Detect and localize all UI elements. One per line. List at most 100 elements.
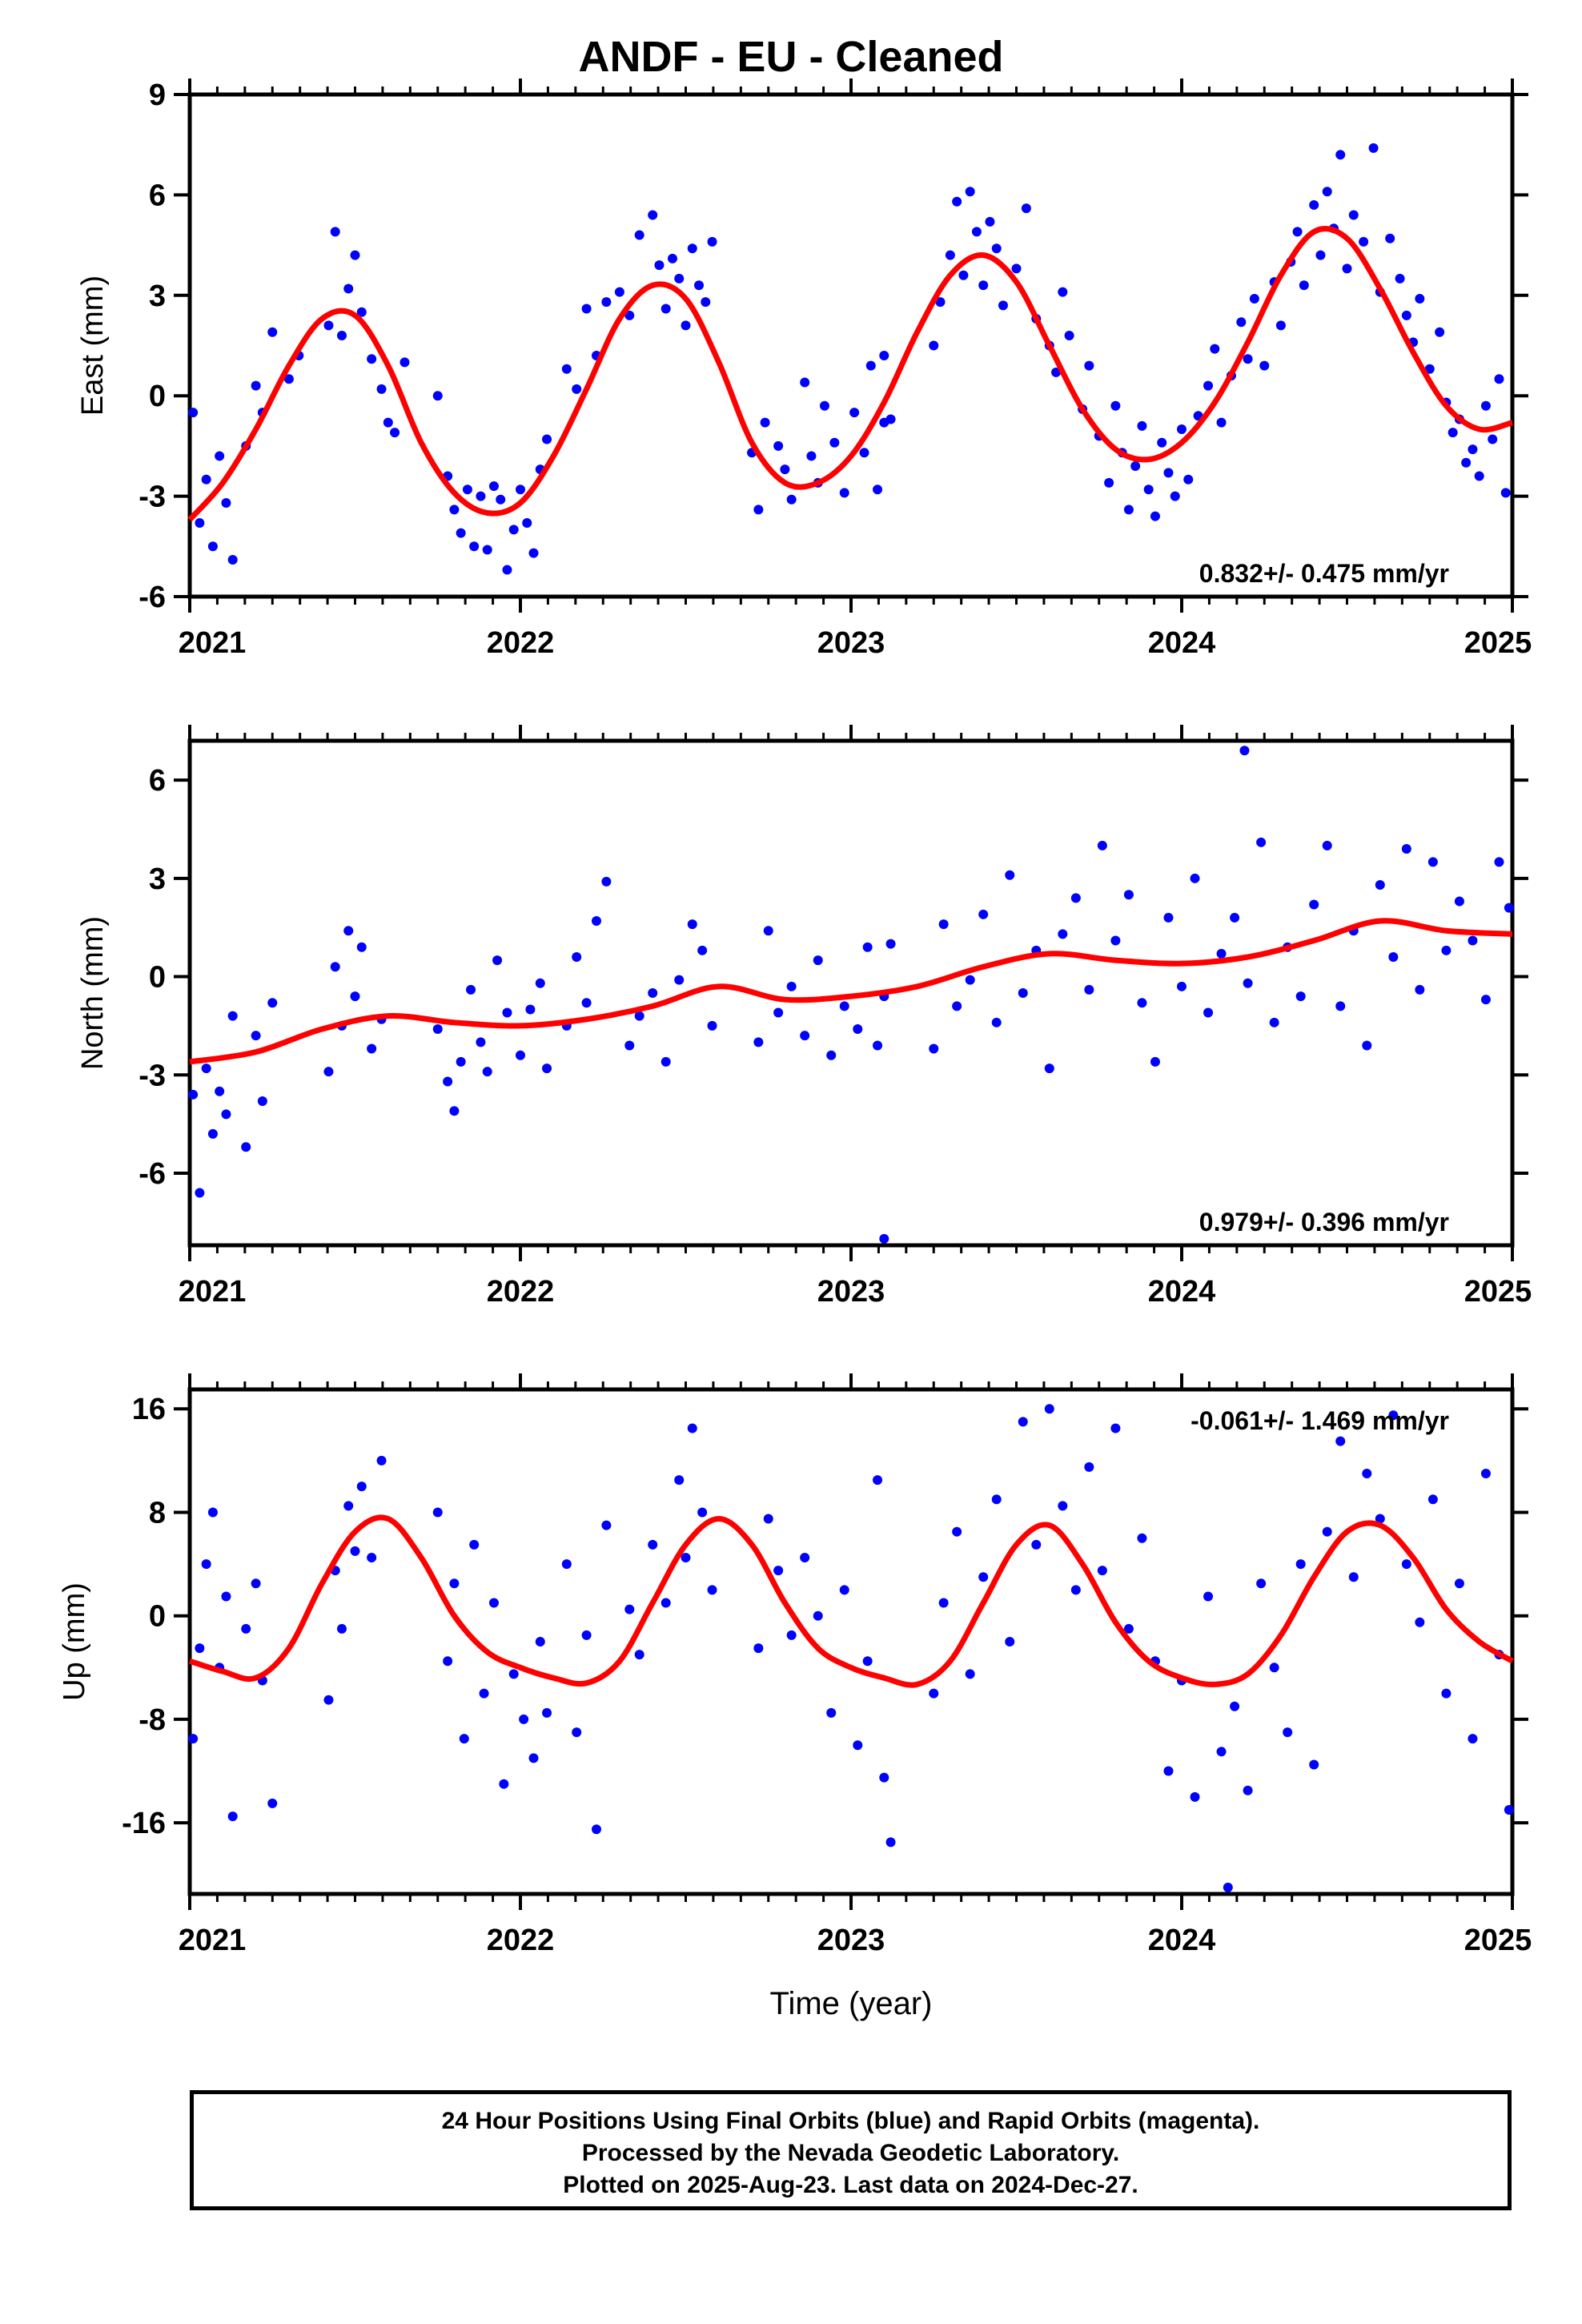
data-point — [499, 1779, 509, 1789]
data-point — [634, 1011, 644, 1021]
data-point — [753, 1643, 764, 1654]
data-point — [1110, 400, 1121, 411]
data-point — [1110, 1423, 1121, 1433]
data-point — [251, 1031, 261, 1041]
x-tick-label: 2025 — [1464, 1924, 1532, 1957]
data-point — [978, 1572, 989, 1582]
data-point — [1018, 1417, 1028, 1427]
y-tick-label: 0 — [149, 380, 166, 413]
y-tick-label: -3 — [139, 1059, 166, 1092]
data-point — [1064, 330, 1074, 340]
data-point — [862, 942, 873, 952]
data-point — [1203, 1591, 1214, 1602]
footer-line-1: 24 Hour Positions Using Final Orbits (bl… — [441, 2108, 1260, 2134]
data-point — [753, 505, 764, 515]
data-point — [1084, 984, 1094, 995]
data-point — [1494, 857, 1504, 867]
data-point — [343, 926, 354, 936]
data-point — [1427, 1494, 1438, 1505]
data-point — [971, 227, 982, 237]
model-curve — [187, 226, 1513, 522]
y-tick-label: -3 — [139, 480, 166, 514]
data-point — [350, 1546, 360, 1556]
data-point — [697, 945, 708, 955]
data-point — [195, 518, 205, 529]
plot-frame — [187, 1387, 1515, 1896]
data-point — [885, 1837, 896, 1848]
data-point — [1309, 1759, 1319, 1770]
data-point — [469, 541, 480, 552]
x-tick-label: 2025 — [1464, 626, 1532, 660]
data-point — [432, 391, 443, 401]
data-point — [952, 1001, 962, 1011]
data-point — [1335, 1436, 1346, 1446]
data-point — [1058, 929, 1068, 939]
y-tick-label: -6 — [139, 1157, 166, 1191]
data-point — [1123, 890, 1134, 900]
data-point — [482, 545, 492, 555]
data-point — [508, 525, 519, 535]
data-point — [376, 384, 387, 394]
data-point — [873, 1475, 883, 1486]
data-point — [1401, 1559, 1411, 1570]
data-point — [681, 1553, 691, 1562]
data-point — [456, 528, 466, 538]
data-point — [581, 998, 592, 1008]
data-point — [535, 1637, 545, 1647]
data-point — [624, 1604, 635, 1614]
model-curve — [189, 918, 1513, 1065]
model-curve — [188, 1514, 1514, 1688]
data-point — [965, 975, 975, 985]
y-axis-label: Up (mm) — [58, 1582, 91, 1701]
data-point — [1203, 1007, 1214, 1018]
data-point — [1480, 995, 1491, 1005]
data-point — [201, 474, 211, 485]
x-tick-label: 2024 — [1148, 1924, 1216, 1957]
data-point — [873, 1040, 883, 1051]
data-point — [826, 1707, 837, 1718]
data-point — [674, 273, 685, 283]
data-point — [1427, 857, 1438, 867]
data-point — [376, 1455, 387, 1466]
data-point — [469, 1539, 480, 1550]
data-point — [330, 962, 340, 972]
data-point — [581, 1630, 592, 1640]
data-point — [674, 975, 685, 985]
data-point — [1239, 746, 1250, 756]
data-point — [958, 270, 969, 280]
data-point — [1230, 912, 1240, 923]
data-point — [786, 981, 797, 991]
data-point — [476, 491, 486, 501]
data-point — [1005, 870, 1015, 880]
data-point — [1362, 1469, 1372, 1478]
data-point — [1216, 417, 1227, 428]
data-point — [624, 310, 635, 320]
data-point — [330, 227, 340, 237]
data-point — [1021, 203, 1031, 214]
data-point — [350, 991, 360, 1002]
data-point — [760, 417, 770, 428]
data-point — [207, 1507, 218, 1518]
data-point — [221, 1109, 231, 1120]
data-point — [1104, 477, 1114, 488]
data-point — [1150, 511, 1160, 521]
data-point — [707, 1585, 717, 1595]
data-point — [1315, 250, 1326, 260]
data-point — [1005, 1637, 1015, 1647]
x-tick-label: 2021 — [179, 626, 247, 660]
data-point — [1223, 1882, 1233, 1892]
data-point — [215, 1086, 225, 1096]
data-point — [508, 1669, 519, 1679]
data-point — [482, 1067, 492, 1077]
footer-line-3: Plotted on 2025-Aug-23. Last data on 202… — [563, 2172, 1138, 2198]
data-point — [267, 1798, 278, 1808]
data-point — [188, 1089, 199, 1100]
y-tick-label: 16 — [132, 1393, 166, 1426]
data-point — [1097, 1566, 1107, 1576]
data-point — [1018, 988, 1028, 998]
data-point — [1415, 1617, 1425, 1627]
rate-annotation: 0.832+/- 0.475 mm/yr — [1199, 559, 1449, 588]
rate-annotation: -0.061+/- 1.469 mm/yr — [1191, 1406, 1449, 1435]
data-point — [1203, 380, 1214, 391]
data-point — [1401, 844, 1411, 854]
